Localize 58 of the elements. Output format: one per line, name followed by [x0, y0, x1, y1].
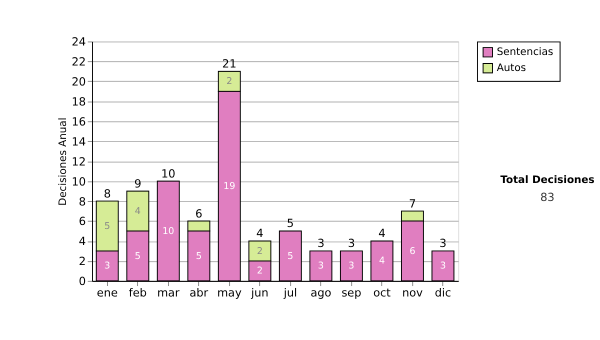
data-label: 2: [256, 246, 263, 257]
y-tick-label: 0: [78, 275, 86, 288]
x-tick-label: oct: [373, 286, 392, 300]
x-tick-label: ago: [310, 286, 332, 300]
total-label: 7: [408, 197, 416, 210]
total-label: 10: [161, 167, 176, 180]
y-tick-label: 4: [78, 235, 86, 248]
y-axis-title: Decisiones Anual: [56, 118, 69, 206]
legend-label: Autos: [496, 62, 526, 74]
data-label: 5: [134, 250, 141, 262]
y-tick-label: 18: [72, 96, 86, 109]
total-label: 3: [348, 237, 355, 250]
total-label: 3: [439, 237, 447, 250]
total-label: 8: [104, 187, 111, 200]
y-tick-label: 12: [72, 155, 86, 168]
x-tick-label: jun: [250, 286, 269, 300]
data-label: 4: [134, 206, 141, 217]
total-label: 9: [134, 177, 142, 190]
total-label: 4: [378, 227, 386, 240]
x-tick-label: may: [217, 286, 242, 300]
y-tick-label: 20: [72, 76, 86, 89]
x-tick-label: mar: [157, 286, 180, 300]
y-tick-label: 22: [72, 56, 86, 69]
data-label: 3: [440, 260, 446, 272]
y-tick-label: 10: [72, 175, 86, 188]
total-label: 3: [317, 237, 324, 250]
x-tick-label: feb: [128, 286, 147, 300]
y-tick-label: 6: [78, 215, 86, 228]
total-label: 4: [256, 227, 264, 240]
y-tick-label: 8: [78, 195, 86, 208]
data-label: 3: [318, 260, 324, 272]
data-label: 19: [223, 180, 236, 192]
y-tick-label: 24: [72, 36, 86, 49]
data-label: 2: [226, 76, 232, 88]
x-tick-label: nov: [402, 286, 424, 300]
data-label: 5: [287, 250, 294, 262]
data-label: 5: [104, 220, 110, 232]
data-label: 3: [348, 260, 354, 272]
x-tick-label: dic: [434, 286, 452, 300]
total-label: 5: [286, 217, 294, 230]
y-tick-label: 2: [78, 255, 86, 268]
y-tick-label: 16: [72, 115, 86, 128]
text: Total Decisiones: [500, 174, 595, 186]
total-label: 6: [195, 207, 202, 220]
data-label: 3: [104, 260, 110, 272]
x-tick-label: abr: [189, 286, 209, 300]
data-label: 6: [409, 246, 416, 257]
data-label: 10: [162, 226, 174, 237]
x-tick-label: sep: [341, 286, 362, 300]
x-tick-label: jul: [282, 286, 298, 300]
data-label: 5: [196, 250, 202, 262]
y-tick-label: 14: [72, 135, 86, 148]
data-label: 2: [256, 266, 263, 277]
total-label: 21: [222, 58, 237, 71]
data-label: 4: [378, 256, 385, 267]
legend-label: Sentencias: [496, 46, 554, 58]
x-tick-label: ene: [96, 286, 118, 300]
text: 83: [540, 191, 555, 204]
